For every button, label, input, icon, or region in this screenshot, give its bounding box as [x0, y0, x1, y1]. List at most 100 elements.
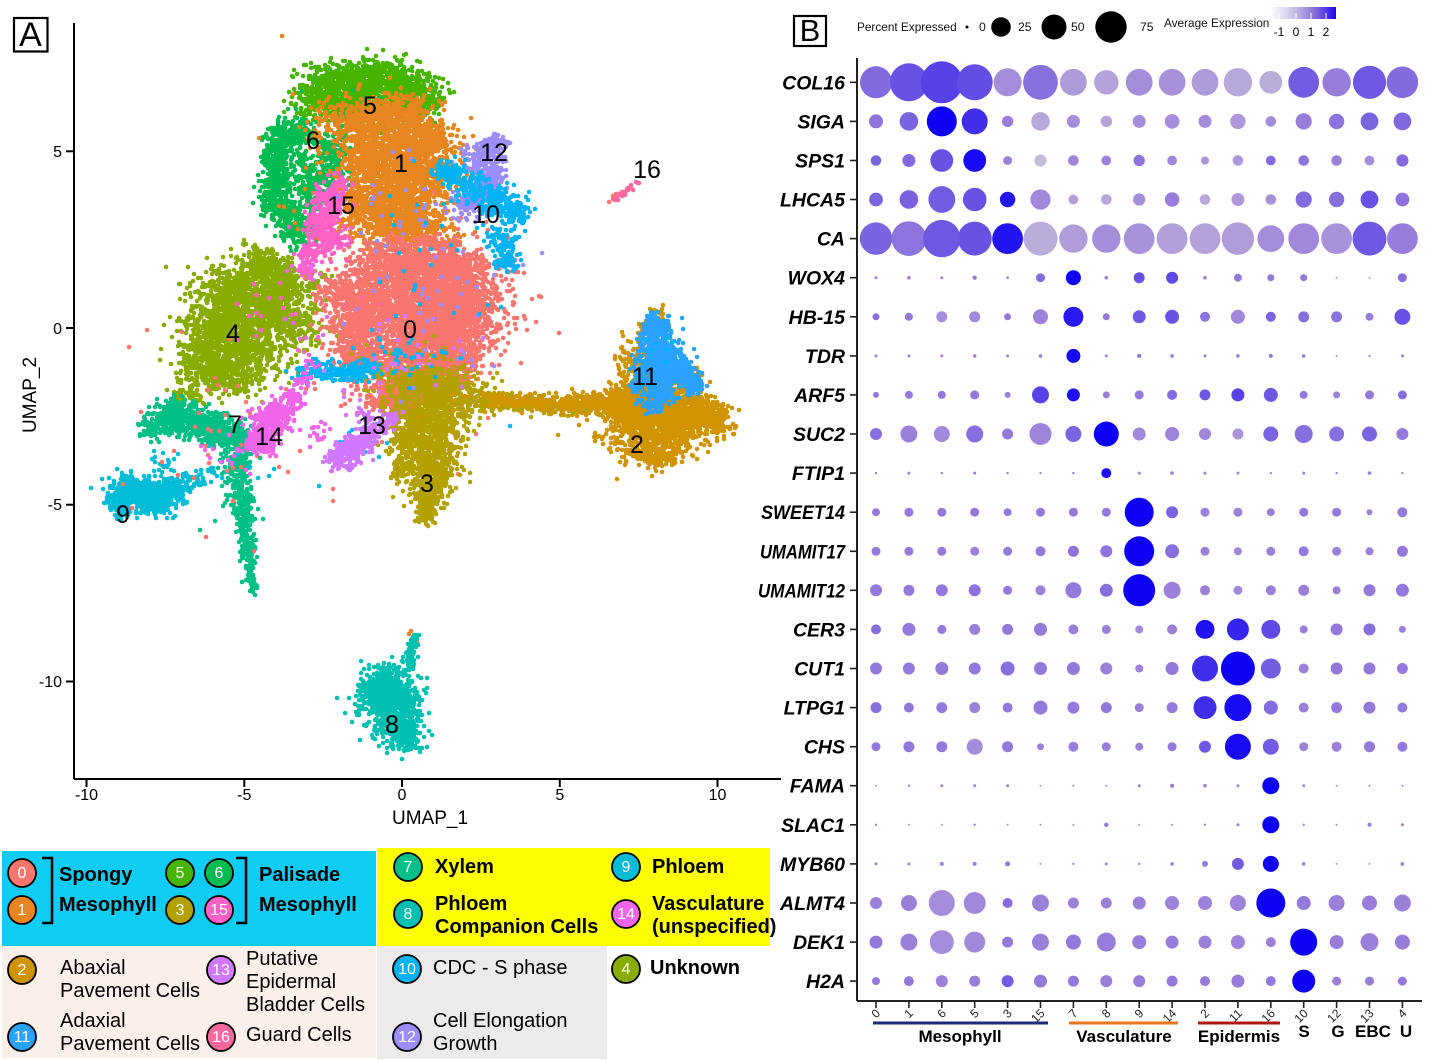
svg-text:1: 1	[394, 150, 408, 178]
svg-text:Mesophyll: Mesophyll	[259, 894, 357, 916]
svg-text:Phloem: Phloem	[435, 893, 507, 915]
svg-text:Putative: Putative	[246, 948, 318, 970]
svg-text:13: 13	[358, 412, 386, 440]
svg-text:1: 1	[18, 902, 27, 919]
svg-text:6: 6	[306, 127, 320, 155]
svg-text:FAMA: FAMA	[790, 776, 845, 798]
svg-text:SLAC1: SLAC1	[781, 815, 845, 837]
svg-text:0: 0	[398, 787, 407, 804]
svg-text:12: 12	[398, 1029, 416, 1046]
svg-text:Companion Cells: Companion Cells	[435, 916, 598, 938]
svg-text:CHS: CHS	[804, 737, 845, 759]
svg-text:0: 0	[1293, 25, 1300, 39]
svg-text:Abaxial: Abaxial	[60, 957, 126, 979]
svg-text:Vasculature: Vasculature	[652, 893, 764, 915]
svg-text:9: 9	[116, 501, 130, 529]
svg-text:10: 10	[472, 201, 500, 229]
svg-text:LHCA5: LHCA5	[780, 190, 846, 212]
svg-text:16: 16	[633, 156, 661, 184]
svg-text:UMAP_2: UMAP_2	[20, 357, 41, 433]
svg-text:Epidermal: Epidermal	[246, 971, 336, 993]
svg-text:Bladder Cells: Bladder Cells	[246, 994, 365, 1016]
svg-text:(unspecified): (unspecified)	[652, 916, 776, 938]
svg-text:2: 2	[18, 962, 27, 979]
svg-text:SUC2: SUC2	[793, 424, 845, 446]
svg-text:S: S	[1298, 1022, 1309, 1041]
svg-text:2: 2	[630, 431, 644, 459]
svg-text:9: 9	[622, 859, 631, 876]
svg-text:Unknown: Unknown	[650, 957, 740, 979]
svg-text:Vasculature: Vasculature	[1076, 1027, 1171, 1046]
svg-text:Mesophyll: Mesophyll	[59, 894, 157, 916]
svg-text:13: 13	[212, 962, 230, 979]
svg-text:5: 5	[555, 787, 564, 804]
svg-text:SPS1: SPS1	[795, 151, 845, 173]
svg-text:CDC - S phase: CDC - S phase	[433, 957, 568, 979]
svg-text:Guard Cells: Guard Cells	[246, 1024, 352, 1046]
svg-text:UMAMIT12: UMAMIT12	[758, 580, 845, 602]
svg-text:UMAMIT17: UMAMIT17	[760, 541, 846, 563]
svg-text:-1: -1	[1274, 25, 1285, 39]
svg-text:11: 11	[14, 1029, 31, 1046]
svg-text:-10: -10	[75, 787, 98, 804]
svg-text:FTIP1: FTIP1	[792, 463, 845, 485]
svg-text:Palisade: Palisade	[259, 864, 340, 886]
svg-text:LTPG1: LTPG1	[784, 698, 845, 720]
svg-text:CA: CA	[817, 229, 845, 251]
svg-text:4: 4	[622, 961, 631, 978]
svg-text:8: 8	[385, 711, 399, 739]
svg-text:5: 5	[53, 144, 62, 161]
svg-text:Xylem: Xylem	[435, 856, 494, 878]
svg-text:Cell Elongation: Cell Elongation	[433, 1010, 568, 1032]
svg-text:HB-15: HB-15	[789, 307, 847, 329]
svg-text:ALMT4: ALMT4	[779, 893, 845, 915]
svg-text:B: B	[800, 13, 821, 48]
svg-text:WOX4: WOX4	[788, 268, 846, 290]
svg-text:-5: -5	[237, 787, 251, 804]
svg-text:UMAP_1: UMAP_1	[392, 808, 468, 829]
svg-text:8: 8	[404, 906, 413, 923]
svg-text:75: 75	[1140, 20, 1154, 34]
svg-text:12: 12	[480, 139, 508, 167]
svg-text:Growth: Growth	[433, 1033, 497, 1055]
svg-text:A: A	[19, 16, 42, 54]
svg-text:TDR: TDR	[805, 346, 845, 368]
svg-text:6: 6	[215, 865, 224, 882]
svg-text:U: U	[1400, 1022, 1412, 1041]
svg-text:2: 2	[1323, 25, 1330, 39]
svg-text:25: 25	[1018, 20, 1032, 34]
svg-text:COL16: COL16	[782, 72, 845, 94]
svg-text:0: 0	[403, 316, 417, 344]
svg-text:CUT1: CUT1	[794, 659, 845, 681]
svg-text:16: 16	[212, 1029, 230, 1046]
svg-text:15: 15	[210, 902, 228, 919]
svg-text:7: 7	[228, 411, 242, 439]
svg-text:Mesophyll: Mesophyll	[918, 1027, 1001, 1046]
svg-text:10: 10	[709, 787, 727, 804]
svg-text:5: 5	[363, 92, 377, 120]
svg-text:Adaxial: Adaxial	[60, 1010, 126, 1032]
svg-text:EBC: EBC	[1355, 1022, 1391, 1041]
svg-text:Pavement Cells: Pavement Cells	[60, 980, 200, 1002]
svg-text:CER3: CER3	[793, 619, 845, 641]
svg-text:Phloem: Phloem	[652, 856, 724, 878]
svg-text:DEK1: DEK1	[793, 932, 845, 954]
svg-text:0: 0	[979, 20, 986, 34]
svg-text:3: 3	[176, 902, 185, 919]
svg-text:-5: -5	[48, 497, 62, 514]
svg-text:5: 5	[176, 865, 185, 882]
svg-text:0: 0	[18, 865, 27, 882]
svg-text:ARF5: ARF5	[793, 385, 846, 407]
svg-text:1: 1	[1308, 25, 1315, 39]
svg-text:SWEET14: SWEET14	[761, 502, 845, 524]
svg-text:-10: -10	[39, 674, 62, 691]
svg-text:50: 50	[1071, 20, 1085, 34]
svg-text:7: 7	[404, 859, 413, 876]
svg-text:G: G	[1331, 1022, 1344, 1041]
svg-text:10: 10	[398, 961, 416, 978]
svg-text:4: 4	[226, 320, 240, 348]
svg-text:Pavement Cells: Pavement Cells	[60, 1033, 200, 1055]
svg-text:Percent Expressed: Percent Expressed	[857, 20, 957, 34]
svg-text:Epidermis: Epidermis	[1198, 1027, 1280, 1046]
svg-text:Average Expression: Average Expression	[1164, 16, 1269, 30]
